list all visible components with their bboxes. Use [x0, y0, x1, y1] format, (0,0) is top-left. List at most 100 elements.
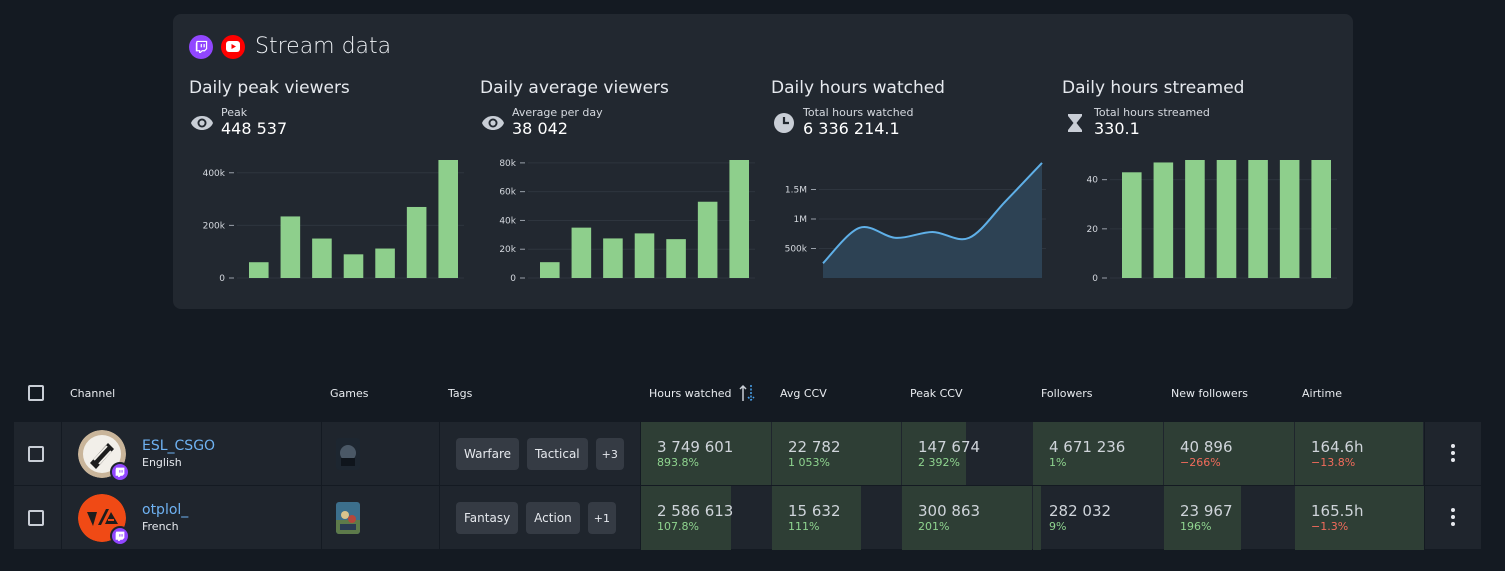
- stat-title: Daily peak viewers: [189, 78, 350, 98]
- followers-bar: [1033, 486, 1041, 550]
- avatar[interactable]: [78, 494, 130, 546]
- hours-watched-cell: 2 586 613 107.8%: [641, 486, 771, 550]
- metric-value: 3 749 601: [657, 438, 734, 456]
- metric-value: 40 896: [1180, 438, 1233, 456]
- channel-name-link[interactable]: ESL_CSGO: [142, 438, 216, 454]
- stream-data-card: Stream data Daily peak viewers Peak 448 …: [173, 14, 1353, 309]
- more-tags-chip[interactable]: +1: [587, 502, 616, 534]
- column-airtime[interactable]: Airtime: [1302, 386, 1342, 400]
- bar[interactable]: [571, 227, 592, 278]
- airtime-bar: [1295, 422, 1423, 486]
- metric-change: 2 392%: [918, 456, 960, 469]
- metric-value: 164.6h: [1311, 438, 1364, 456]
- bar[interactable]: [312, 238, 332, 278]
- column-avg-ccv[interactable]: Avg CCV: [780, 386, 827, 400]
- y-tick-label: 0: [510, 274, 516, 284]
- column-hours-watched[interactable]: Hours watched: [649, 370, 756, 416]
- metric-value: 4 671 236: [1049, 438, 1126, 456]
- tag-chip[interactable]: Warfare: [456, 438, 520, 470]
- stat-label: Peak: [221, 106, 248, 119]
- bar[interactable]: [697, 201, 718, 278]
- bar[interactable]: [375, 248, 395, 278]
- column-peak-ccv[interactable]: Peak CCV: [910, 386, 963, 400]
- bar[interactable]: [1216, 160, 1237, 278]
- metric-value: 165.5h: [1311, 502, 1364, 520]
- y-tick-label: 20k: [499, 245, 516, 255]
- column-followers[interactable]: Followers: [1041, 386, 1093, 400]
- bar[interactable]: [280, 216, 301, 278]
- avatar[interactable]: [78, 430, 130, 482]
- followers-cell: 4 671 236 1%: [1033, 422, 1163, 486]
- y-tick-label: 1.5M: [785, 186, 807, 196]
- game-thumbnail[interactable]: [336, 502, 360, 534]
- more-tags-chip[interactable]: +3: [595, 438, 624, 470]
- metric-change: 893.8%: [657, 456, 699, 469]
- metric-value: 2 586 613: [657, 502, 734, 520]
- bar[interactable]: [1279, 160, 1300, 278]
- bar[interactable]: [248, 262, 269, 278]
- metric-change: 196%: [1180, 520, 1212, 533]
- stat-label: Average per day: [512, 106, 603, 119]
- youtube-icon[interactable]: [221, 34, 245, 59]
- bar[interactable]: [539, 262, 560, 278]
- y-tick-label: 400k: [203, 169, 226, 179]
- table-row[interactable]: otplol_ French Fantasy Action +1 2 586 6…: [14, 485, 1481, 550]
- metric-change: 1%: [1049, 456, 1067, 469]
- bar[interactable]: [438, 160, 459, 278]
- y-tick-label: 0: [219, 274, 225, 284]
- metric-change: −13.8%: [1311, 456, 1356, 469]
- bar[interactable]: [1248, 160, 1268, 278]
- sort-descending-icon[interactable]: [738, 383, 756, 403]
- column-tags[interactable]: Tags: [448, 386, 473, 400]
- followers-bar: [1033, 422, 1163, 486]
- eye-icon: [189, 110, 215, 136]
- table-row[interactable]: ESL_CSGO English Warfare Tactical +3 3 7…: [14, 421, 1481, 486]
- select-all-checkbox[interactable]: [28, 385, 44, 401]
- series-line[interactable]: [822, 162, 1043, 264]
- airtime-cell: 165.5h −1.3%: [1295, 486, 1424, 550]
- bar[interactable]: [343, 254, 364, 278]
- row-menu-icon[interactable]: [1451, 508, 1455, 529]
- bar[interactable]: [634, 233, 655, 278]
- stat-value: 38 042: [512, 119, 568, 138]
- column-games[interactable]: Games: [330, 386, 369, 400]
- bar[interactable]: [1153, 162, 1174, 278]
- y-tick-label: 40k: [499, 216, 516, 226]
- row-menu-icon[interactable]: [1451, 444, 1455, 465]
- game-thumbnail[interactable]: [336, 438, 360, 470]
- bar[interactable]: [1121, 172, 1142, 278]
- channel-name-link[interactable]: otplol_: [142, 502, 189, 518]
- metric-value: 15 632: [788, 502, 841, 520]
- bar[interactable]: [729, 160, 750, 278]
- hours-watched-bar: [641, 486, 731, 550]
- metric-change: 201%: [918, 520, 950, 533]
- metric-change: −1.3%: [1311, 520, 1349, 533]
- eye-icon: [480, 110, 506, 136]
- y-tick-label: 200k: [203, 221, 226, 231]
- tag-chip[interactable]: Fantasy: [456, 502, 519, 534]
- metric-change: 1 053%: [788, 456, 830, 469]
- bar[interactable]: [406, 206, 427, 278]
- new-followers-cell: 40 896 −266%: [1164, 422, 1294, 486]
- stat-title: Daily hours watched: [771, 78, 945, 98]
- bar[interactable]: [1311, 160, 1332, 278]
- column-channel[interactable]: Channel: [70, 386, 116, 400]
- row-checkbox[interactable]: [28, 510, 44, 526]
- column-new-followers[interactable]: New followers: [1171, 386, 1248, 400]
- peak-ccv-bar: [902, 486, 1032, 550]
- tag-chip[interactable]: Tactical: [527, 438, 588, 470]
- hours-streamed-chart: 0 20 40: [1087, 160, 1337, 284]
- avg-ccv-cell: 15 632 111%: [772, 486, 901, 550]
- bar[interactable]: [666, 239, 686, 278]
- bar[interactable]: [603, 238, 623, 278]
- area-fill: [823, 162, 1042, 278]
- average-viewers-chart: 0 20k 40k 60k 80k: [499, 159, 755, 284]
- tag-chip[interactable]: Action: [526, 502, 580, 534]
- metric-change: 9%: [1049, 520, 1067, 533]
- hourglass-icon: [1062, 110, 1088, 136]
- twitch-icon: [110, 526, 130, 546]
- bar[interactable]: [1185, 160, 1205, 278]
- table-header: Channel Games Tags Hours watched Avg CCV…: [14, 370, 1481, 416]
- twitch-icon[interactable]: [189, 34, 213, 59]
- row-checkbox[interactable]: [28, 446, 44, 462]
